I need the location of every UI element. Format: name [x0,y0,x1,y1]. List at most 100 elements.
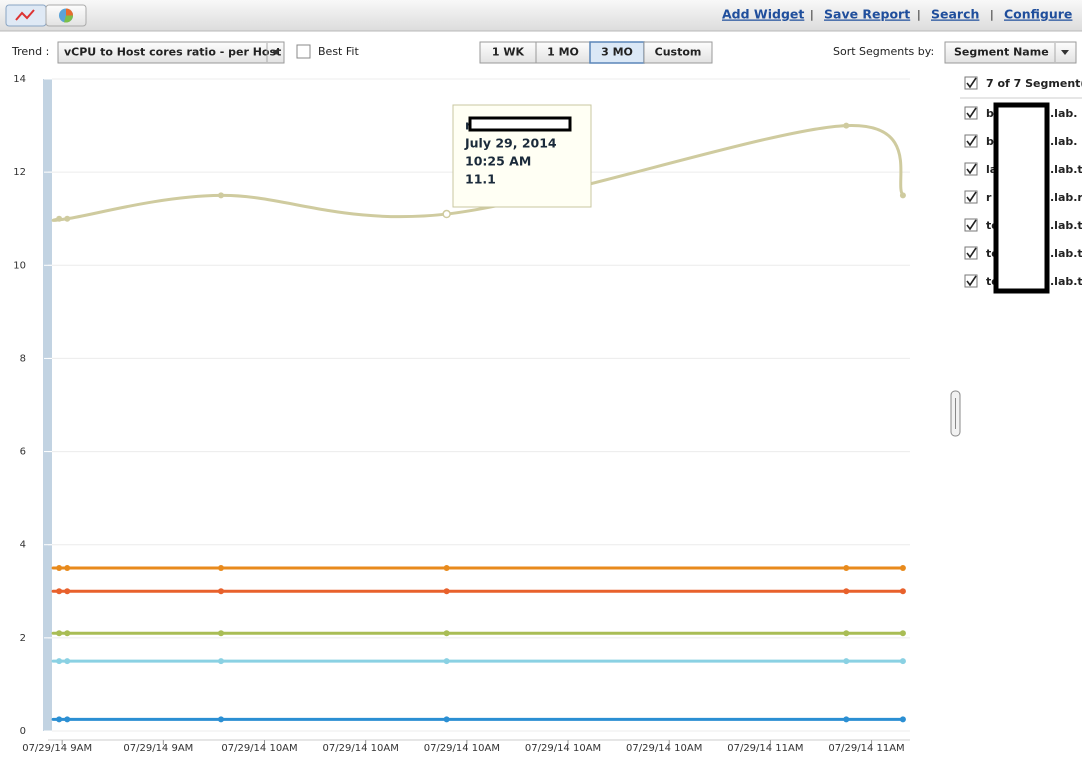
range-label: 1 WK [492,46,525,59]
trend-value: vCPU to Host cores ratio - per Host [64,46,281,59]
x-tick-label: 07/29/14 10AM [626,743,702,754]
data-point [64,630,71,637]
range-label: 1 MO [547,46,579,59]
pie-icon-slice [66,8,73,16]
data-point [843,565,850,571]
data-point [64,588,71,595]
separator: | [917,8,921,21]
link[interactable]: Add Widget [722,7,804,22]
legend-label: b [986,107,994,120]
best-fit-label: Best Fit [318,45,359,58]
line-view-button[interactable] [5,4,47,27]
plot: 0 2 4 6 8 10 12 14 07/29/14 9AM 07/29/14 9AM 07/29… [13,74,910,754]
y-tick-label: 4 [20,540,26,551]
sort-select[interactable] [944,41,1077,64]
dropdown-arrow [1061,50,1069,55]
range-button[interactable] [643,41,713,64]
x-tick-label: 07/29/14 11AM [727,743,803,754]
y-tick-label: 10 [13,260,26,271]
link[interactable]: Configure [1004,7,1072,22]
data-point [899,192,906,199]
data-point [64,716,71,723]
data-point [443,658,450,665]
data-point [56,716,63,723]
data-point [443,716,450,723]
trend-select[interactable] [57,41,285,64]
data-point [64,565,71,571]
legend-header: 7 of 7 Segment( [986,77,1082,90]
x-tick-label: 07/29/14 10AM [221,743,297,754]
tooltip-date: July 29, 2014 [464,136,557,151]
data-point [443,565,450,571]
data-point [843,716,850,723]
data-point [843,658,850,665]
tooltip-time: 10:25 AM [465,154,531,169]
legend: b .lab.b .lab.la .lab.tr .lab.rte .lab.tte .la… [964,106,1082,288]
check [966,247,977,259]
sort-label: Sort Segments by: [833,45,934,58]
data-point [443,630,450,637]
y-tick-label: 2 [20,633,26,644]
x-tick-label: 07/29/14 10AM [323,743,399,754]
tooltip: r July 29, 2014 10:25 AM 11.1 [452,104,592,208]
y-tick-label: 0 [20,726,26,737]
legend-label: .lab.t [1050,247,1082,260]
data-point [218,716,225,723]
check [966,219,977,231]
data-point [218,192,225,199]
legend-label: b [986,135,994,148]
sort-value: Segment Name [954,46,1049,59]
data-point [218,630,225,637]
data-point [899,658,906,665]
tooltip-value: 11.1 [465,172,496,187]
range-label: Custom [655,46,702,59]
data-point [56,215,63,222]
dropdown-arrow [272,50,280,55]
legend-label: .lab.t [1050,219,1082,232]
check [966,163,977,175]
range-label: 3 MO [601,46,633,59]
toolbar [0,0,1082,31]
data-point [442,209,451,219]
x-tick-label: 07/29/14 10AM [525,743,601,754]
legend-label: r [986,191,992,204]
x-tick-label: 07/29/14 10AM [424,743,500,754]
range-buttons: 1 WK 1 MO 3 MO Custom [479,41,713,64]
legend-label: .lab. [1050,107,1077,120]
data-point [218,565,225,571]
x-tick-label: 07/29/14 9AM [22,743,92,754]
pie-icon-slice [64,15,73,23]
trend-label: Trend : [11,45,49,58]
separator: | [810,8,814,21]
link[interactable]: Save Report [824,7,910,22]
data-point [843,630,850,637]
legend-label: .lab.t [1050,163,1082,176]
link[interactable]: Search [931,7,979,22]
check [966,191,977,203]
legend-label: .lab. [1050,135,1077,148]
data-point [443,588,450,595]
data-point [899,716,906,723]
y-tick-label: 12 [13,167,26,178]
x-tick-label: 07/29/14 11AM [828,743,904,754]
data-point [218,588,225,595]
check [966,107,977,119]
redaction [468,116,572,132]
y-tick-label: 8 [20,353,26,364]
y-tick-label: 6 [20,447,26,458]
axis-band [43,79,52,731]
data-point [56,658,63,665]
legend-label: la [986,163,997,176]
data-point [843,588,850,595]
legend-label: .lab.r [1050,191,1082,204]
series-line [51,124,905,222]
separator: | [990,8,994,21]
line-icon [15,9,35,21]
data-point [56,588,63,595]
data-point [899,630,906,637]
data-point [843,122,850,129]
x-tick-label: 07/29/14 9AM [123,743,193,754]
checkbox[interactable] [296,44,311,59]
check [966,135,977,147]
